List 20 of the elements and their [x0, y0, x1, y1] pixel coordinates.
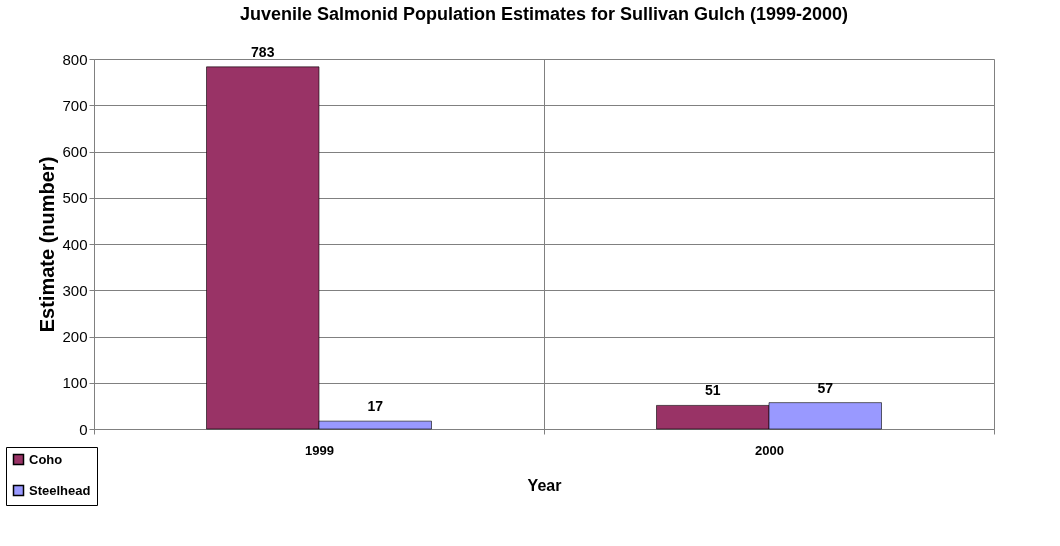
legend-label: Steelhead: [29, 482, 91, 498]
legend-label: Coho: [29, 451, 63, 467]
data-label: 17: [367, 398, 384, 415]
data-label: 57: [817, 379, 834, 396]
y-tick-label: 700: [62, 96, 88, 114]
y-tick-label: 800: [62, 50, 88, 68]
y-tick-label: 500: [62, 189, 88, 207]
chart-title: Juvenile Salmonid Population Estimates for Sullivan Gulch (1999-2000): [239, 3, 849, 24]
x-tick-label: 2000: [755, 442, 784, 458]
data-label: 783: [251, 43, 275, 60]
x-tick-label: 1999: [305, 442, 334, 458]
x-axis-title: Year: [527, 476, 562, 494]
y-tick-label: 600: [62, 143, 88, 160]
data-label: 51: [704, 382, 721, 399]
y-tick-label: 100: [62, 374, 88, 392]
y-tick-label: 0: [79, 420, 88, 438]
y-tick-label: 400: [62, 235, 88, 253]
y-tick-label: 300: [62, 281, 88, 299]
y-axis-title: Estimate (number): [36, 156, 59, 333]
y-tick-label: 200: [62, 328, 88, 345]
